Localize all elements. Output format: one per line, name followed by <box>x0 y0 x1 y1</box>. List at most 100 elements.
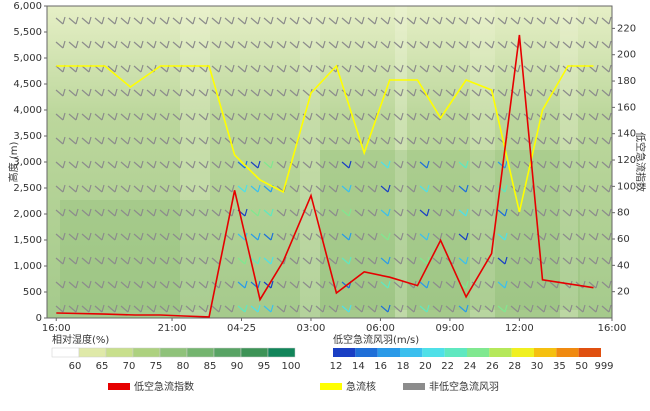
barb-flag <box>569 112 573 121</box>
barb-flag <box>478 184 482 193</box>
barb-staff <box>120 137 129 145</box>
barb-staff <box>94 113 103 121</box>
barb-flag <box>114 160 118 169</box>
wind-barb <box>185 256 196 265</box>
barb-flag <box>452 280 456 289</box>
barb-staff <box>107 137 116 145</box>
barb-staff <box>445 161 454 169</box>
barb-staff <box>497 305 506 313</box>
barb-flag <box>517 280 521 289</box>
barb-staff <box>107 185 116 193</box>
barb-flag <box>309 184 313 193</box>
wind-legend-title: 低空急流风羽(m/s) <box>333 333 419 346</box>
barb-flag <box>127 160 131 169</box>
barb-staff <box>328 17 337 25</box>
barb-staff <box>523 305 532 313</box>
wind-barb <box>237 184 248 193</box>
wind-barb <box>146 112 157 121</box>
barb-flag <box>569 16 573 25</box>
wind-barb <box>94 280 105 289</box>
barb-flag <box>452 16 456 25</box>
barb-staff <box>146 281 155 289</box>
barb-flag <box>439 304 443 313</box>
barb-staff <box>94 281 103 289</box>
wind-barb <box>458 184 469 193</box>
barb-staff <box>406 257 415 265</box>
barb-flag <box>257 208 261 217</box>
barb-staff <box>432 65 441 73</box>
wind-barb <box>250 136 261 145</box>
x-tick-label: 12:00 <box>505 323 534 334</box>
barb-flag <box>504 88 508 97</box>
barb-staff <box>68 161 77 169</box>
barb-staff <box>406 305 415 313</box>
barb-staff <box>81 209 90 217</box>
barb-staff <box>575 185 584 193</box>
wind-barb <box>81 280 92 289</box>
barb-flag <box>231 256 235 265</box>
barb-flag <box>465 184 469 193</box>
barb-staff <box>367 65 376 73</box>
barb-flag <box>75 184 79 193</box>
barb-staff <box>315 113 324 121</box>
barb-staff <box>302 17 311 25</box>
barb-staff <box>393 137 402 145</box>
wind-legend-label: 30 <box>531 361 544 372</box>
barb-flag <box>387 112 391 121</box>
wind-barb <box>237 160 248 169</box>
barb-staff <box>549 65 558 73</box>
wind-barb <box>146 280 157 289</box>
barb-staff <box>198 41 207 49</box>
barb-staff <box>276 281 285 289</box>
barb-staff <box>198 257 207 265</box>
barb-flag <box>153 88 157 97</box>
wind-barb <box>497 160 508 169</box>
barb-staff <box>81 185 90 193</box>
barb-flag <box>556 208 560 217</box>
wind-barb <box>94 112 105 121</box>
wind-barb <box>510 304 521 313</box>
barb-staff <box>133 17 142 25</box>
wind-barb <box>146 256 157 265</box>
humidity-legend-title: 相对湿度(%) <box>52 333 109 346</box>
wind-barb <box>575 136 586 145</box>
wind-legend-label: 35 <box>553 361 566 372</box>
barb-staff <box>172 41 181 49</box>
barb-staff <box>354 41 363 49</box>
barb-staff <box>497 89 506 97</box>
barb-flag <box>361 88 365 97</box>
barb-staff <box>510 257 519 265</box>
barb-staff <box>172 137 181 145</box>
wind-barb <box>250 208 261 217</box>
wind-barb <box>159 232 170 241</box>
wind-barb <box>159 160 170 169</box>
barb-flag <box>62 88 66 97</box>
barb-flag <box>439 16 443 25</box>
wind-barb <box>68 16 79 25</box>
barb-flag <box>140 16 144 25</box>
wind-barb <box>55 40 66 49</box>
wind-barb <box>341 208 352 217</box>
wind-barb <box>432 256 443 265</box>
humidity-swatch <box>78 347 107 358</box>
wind-barb <box>393 160 404 169</box>
barb-staff <box>315 257 324 265</box>
barb-flag <box>140 136 144 145</box>
wind-barb <box>367 256 378 265</box>
barb-flag <box>426 232 430 241</box>
barb-staff <box>432 233 441 241</box>
barb-flag <box>595 208 599 217</box>
barb-flag <box>504 112 508 121</box>
wind-barb <box>419 256 430 265</box>
wind-barb <box>224 304 235 313</box>
barb-staff <box>497 113 506 121</box>
wind-barb <box>601 112 612 121</box>
barb-staff <box>562 89 571 97</box>
wind-barb <box>224 16 235 25</box>
barb-staff <box>432 185 441 193</box>
wind-barb <box>497 16 508 25</box>
barb-staff <box>81 137 90 145</box>
barb-staff <box>185 257 194 265</box>
wind-barb <box>458 208 469 217</box>
wind-barb <box>432 208 443 217</box>
